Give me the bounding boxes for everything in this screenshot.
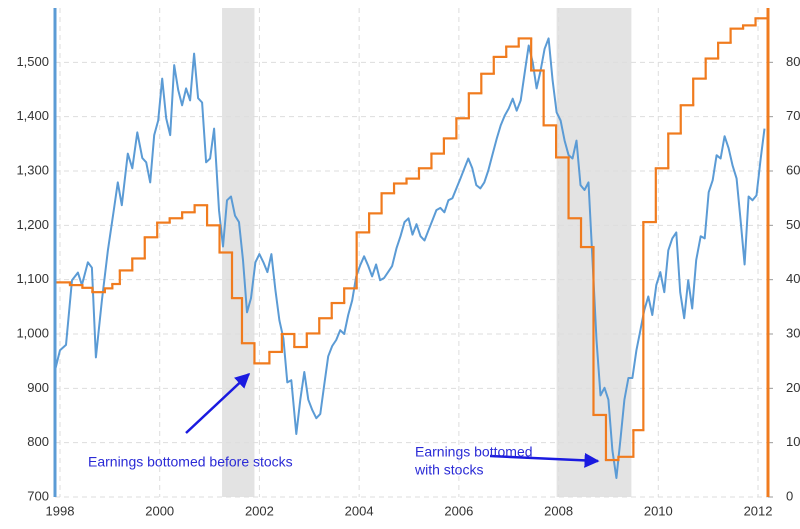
y2-tick-label: 60	[786, 162, 800, 177]
y2-tick-label: 20	[786, 380, 800, 395]
y2-tick-label: 50	[786, 217, 800, 232]
annotation: Earnings bottomed before stocks	[88, 454, 293, 470]
y-tick-label: 1,500	[16, 54, 49, 69]
x-tick-label: 2006	[444, 503, 473, 518]
y-tick-label: 1,400	[16, 108, 49, 123]
y2-tick-label: 30	[786, 325, 800, 340]
y-tick-label: 1,100	[16, 271, 49, 286]
annotation: with stocks	[414, 462, 483, 478]
annotation-arrow	[489, 452, 600, 468]
y2-tick-label: 10	[786, 434, 800, 449]
y-tick-label: 800	[27, 434, 49, 449]
annotation-arrow	[185, 372, 251, 434]
annotation: Earnings bottomed	[415, 444, 533, 460]
y2-tick-label: 0	[786, 488, 793, 503]
x-tick-label: 2010	[644, 503, 673, 518]
y-tick-label: 900	[27, 380, 49, 395]
y2-tick-label: 80	[786, 54, 800, 69]
y-tick-label: 700	[27, 488, 49, 503]
x-tick-label: 2012	[744, 503, 773, 518]
y-tick-label: 1,000	[16, 325, 49, 340]
x-tick-label: 1998	[46, 503, 75, 518]
series-line	[54, 37, 766, 479]
x-tick-label: 2002	[245, 503, 274, 518]
y-tick-label: 1,300	[16, 162, 49, 177]
y2-tick-label: 40	[786, 271, 800, 286]
y-tick-label: 1,200	[16, 217, 49, 232]
x-tick-label: 2008	[544, 503, 573, 518]
y2-tick-label: 70	[786, 108, 800, 123]
x-tick-label: 2004	[345, 503, 374, 518]
x-tick-label: 2000	[145, 503, 174, 518]
